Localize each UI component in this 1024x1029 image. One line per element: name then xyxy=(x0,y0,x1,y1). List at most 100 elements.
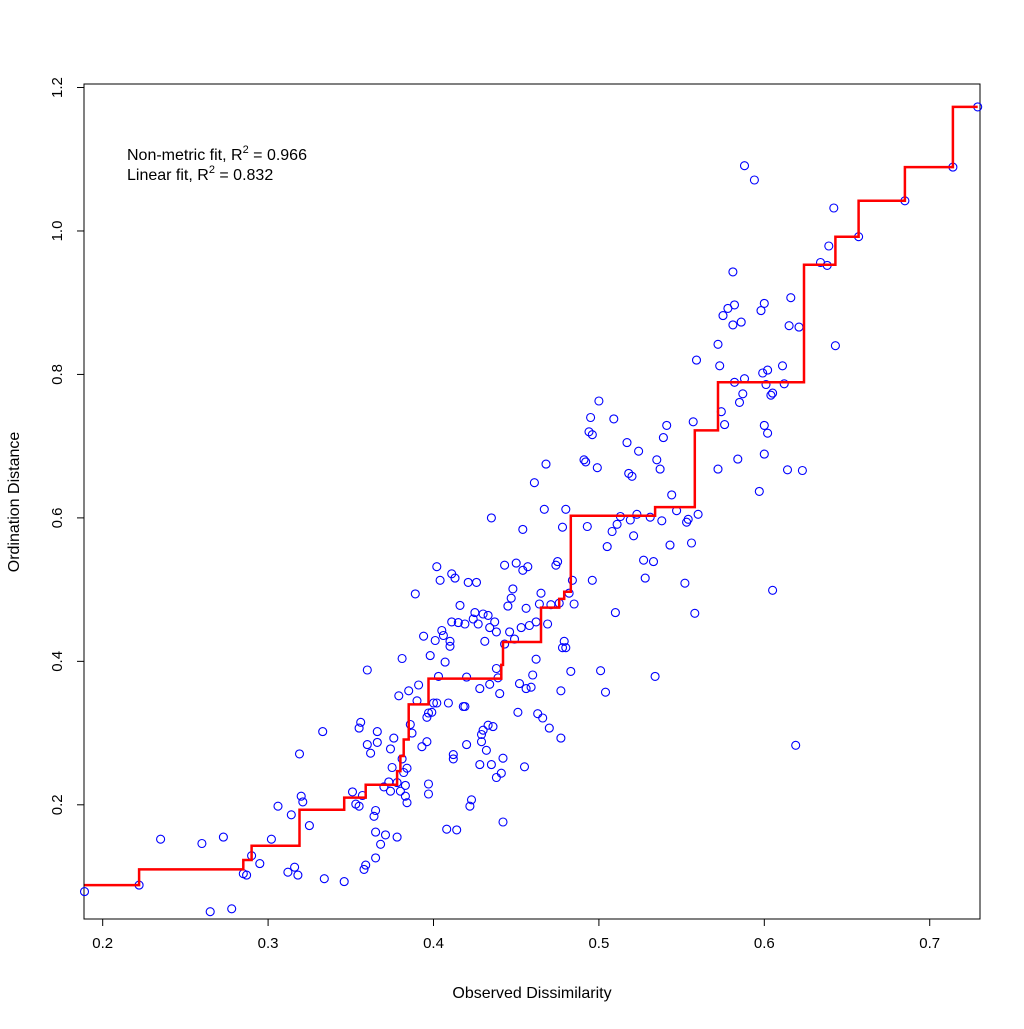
scatter-points xyxy=(79,102,983,917)
data-point xyxy=(587,430,597,440)
data-point xyxy=(468,614,478,624)
data-point xyxy=(354,801,364,811)
data-point xyxy=(625,515,635,525)
data-point xyxy=(691,355,702,365)
data-point xyxy=(713,464,723,474)
data-point xyxy=(516,623,526,633)
data-point xyxy=(478,725,488,735)
data-point xyxy=(385,786,396,796)
y-tick-label: 1.2 xyxy=(49,77,66,98)
data-point xyxy=(511,558,521,568)
x-axis-title: Observed Dissimilarity xyxy=(452,985,611,1002)
data-point xyxy=(592,463,602,473)
data-point xyxy=(777,361,788,371)
data-point xyxy=(662,420,672,430)
data-point xyxy=(579,455,589,465)
data-point xyxy=(486,760,496,770)
data-point xyxy=(422,737,432,747)
y-axis-title: Ordination Distance xyxy=(6,432,23,573)
data-point xyxy=(733,454,743,464)
data-point xyxy=(529,478,539,488)
data-point xyxy=(766,390,776,400)
data-point xyxy=(523,562,533,572)
x-tick-label: 0.7 xyxy=(919,935,940,952)
data-point xyxy=(483,610,493,620)
data-point xyxy=(596,666,606,676)
data-point xyxy=(361,860,371,870)
data-point xyxy=(680,578,690,588)
data-point xyxy=(397,653,407,664)
data-point xyxy=(430,635,440,646)
data-point xyxy=(561,504,571,514)
data-point xyxy=(688,417,698,427)
data-point xyxy=(581,457,591,467)
data-point xyxy=(759,420,769,430)
data-point xyxy=(480,636,490,646)
data-point xyxy=(600,687,611,697)
data-point xyxy=(759,449,769,459)
data-point xyxy=(372,737,382,747)
data-point xyxy=(531,617,541,627)
data-point xyxy=(758,368,768,378)
data-point xyxy=(829,203,839,213)
data-point xyxy=(690,608,700,618)
data-point xyxy=(359,864,369,874)
data-point xyxy=(423,789,434,799)
data-point xyxy=(462,672,472,682)
data-point xyxy=(715,361,725,371)
x-axis: 0.2 0.3 0.4 0.5 0.6 0.7 xyxy=(92,918,940,952)
data-point xyxy=(379,782,389,792)
data-point xyxy=(366,748,376,758)
non-metric-step-fit xyxy=(84,105,978,887)
data-point xyxy=(385,744,396,754)
data-point xyxy=(432,698,442,708)
x-tick-label: 0.3 xyxy=(258,935,279,952)
data-point xyxy=(544,723,554,733)
data-point xyxy=(627,471,637,481)
data-point xyxy=(425,651,435,661)
data-point xyxy=(648,557,659,567)
data-point xyxy=(255,859,265,869)
data-point xyxy=(319,874,329,884)
y-axis: 0.2 0.4 0.6 0.8 1.0 1.2 xyxy=(49,77,85,815)
data-point xyxy=(400,791,410,801)
data-point xyxy=(369,811,379,821)
data-point xyxy=(485,679,495,689)
data-point xyxy=(734,397,745,407)
data-point xyxy=(508,584,518,594)
x-tick-label: 0.4 xyxy=(423,935,444,952)
data-point xyxy=(586,412,596,423)
data-point xyxy=(536,588,546,598)
data-point xyxy=(473,619,483,629)
data-point xyxy=(640,573,650,583)
data-point xyxy=(452,825,462,835)
data-point xyxy=(768,388,778,398)
data-point xyxy=(79,887,90,897)
data-point xyxy=(513,707,523,717)
y-tick-label: 0.2 xyxy=(49,794,66,815)
data-point xyxy=(518,524,528,534)
data-point xyxy=(761,379,771,390)
data-point xyxy=(528,670,538,680)
data-point xyxy=(739,161,750,171)
data-point xyxy=(362,740,372,750)
data-point xyxy=(491,627,501,637)
data-point xyxy=(471,577,482,587)
data-point xyxy=(481,745,491,755)
data-point xyxy=(824,241,834,251)
data-point xyxy=(156,834,166,844)
data-point xyxy=(782,465,793,475)
data-point xyxy=(736,317,746,327)
data-point xyxy=(380,830,391,840)
step-fit-layer xyxy=(84,105,978,887)
fit-statistic-superscript: 2 xyxy=(209,164,215,176)
data-point xyxy=(395,786,405,796)
data-point xyxy=(422,712,432,722)
data-point xyxy=(569,599,579,609)
data-point xyxy=(371,827,381,837)
data-point xyxy=(652,455,662,465)
data-point xyxy=(475,684,485,694)
data-point xyxy=(392,832,402,842)
